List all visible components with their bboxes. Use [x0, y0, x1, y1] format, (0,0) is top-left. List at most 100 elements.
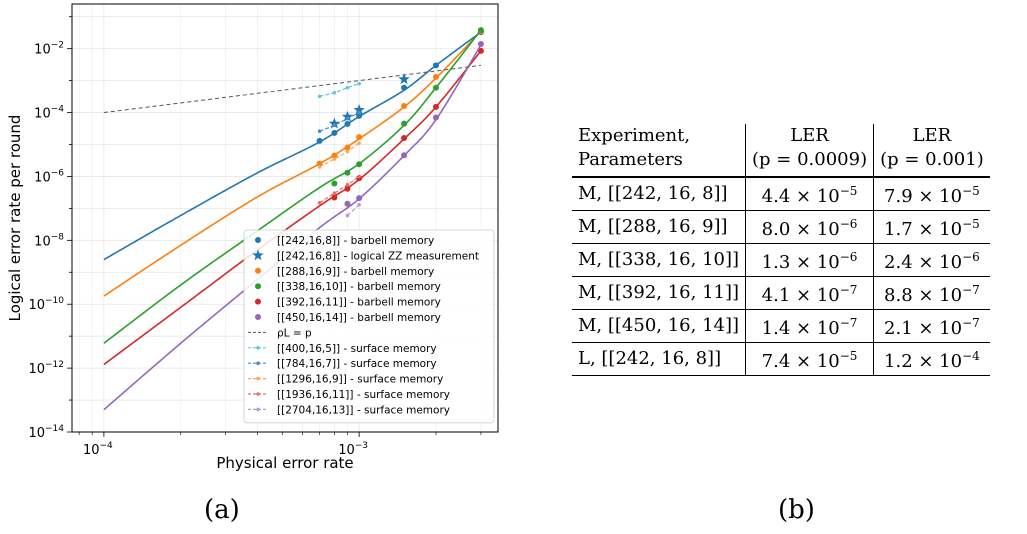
header-ler2-line2: (p = 0.001) — [880, 149, 984, 170]
series-line — [103, 44, 482, 411]
series-line — [103, 29, 482, 344]
reference-line — [103, 64, 481, 114]
data-point — [432, 114, 439, 121]
legend-swatch — [256, 361, 260, 366]
data-point — [356, 161, 363, 168]
data-point — [316, 137, 323, 144]
x-axis-label: Physical error rate — [216, 454, 353, 472]
data-point — [356, 112, 363, 119]
cell-experiment: M, [[242, 16, 8]] — [572, 176, 747, 211]
data-point — [401, 120, 408, 127]
data-point — [356, 195, 363, 202]
surface-point — [357, 141, 361, 145]
data-point — [432, 103, 439, 110]
cell-ler-p001: 8.8 × 10−7 — [873, 276, 990, 310]
data-point — [344, 200, 351, 207]
data-point — [331, 129, 338, 136]
surface-point — [345, 182, 350, 187]
series-line — [103, 50, 482, 366]
cell-ler-p0009: 8.0 × 10−6 — [745, 210, 875, 244]
cell-ler-p0009: 4.4 × 10−5 — [745, 176, 875, 211]
data-point — [432, 62, 439, 69]
surface-point — [332, 157, 337, 161]
series--l-p — [103, 64, 481, 114]
data-point — [316, 160, 323, 167]
data-point — [344, 144, 351, 151]
star-marker — [398, 73, 410, 85]
data-point — [432, 73, 439, 80]
surface-point — [317, 200, 322, 205]
surface-line — [347, 204, 360, 216]
series--1936-16-11-surface-memory — [317, 174, 361, 205]
data-point — [401, 152, 408, 159]
surface-point — [357, 174, 361, 179]
data-point — [432, 84, 439, 91]
header-ler1-line1: LER — [790, 125, 829, 146]
data-point — [331, 194, 338, 201]
cell-ler-p0009: 4.1 × 10−7 — [745, 276, 875, 310]
cell-experiment: L, [[242, 16, 8]] — [572, 342, 747, 376]
surface-point — [345, 85, 350, 90]
legend-label: ρL = p — [277, 327, 312, 339]
star-marker — [341, 110, 354, 122]
series-line — [103, 31, 482, 261]
series--784-16-7-surface-memory — [317, 110, 361, 134]
data-point — [401, 103, 408, 110]
legend-box — [243, 229, 495, 424]
header-experiment-line1: Experiment, — [578, 125, 691, 146]
series--288-16-9-barbell-memory — [103, 28, 484, 297]
series--338-16-10-barbell-memory — [103, 27, 484, 344]
tick-label-y: 10−4 — [34, 105, 64, 122]
tick-label-y: 10−8 — [34, 232, 64, 249]
cell-ler-p001: 7.9 × 10−5 — [873, 176, 990, 211]
surface-point — [332, 123, 337, 128]
legend-label: [[242,16,8]] - logical ZZ measurement — [277, 250, 479, 262]
data-point — [344, 169, 351, 176]
star-marker — [353, 104, 365, 115]
legend-swatch — [256, 392, 260, 396]
series--450-16-14-barbell-memory — [103, 40, 484, 411]
series--242-16-8-barbell-memory — [103, 29, 484, 261]
surface-line — [319, 83, 360, 97]
cell-ler-p001: 2.1 × 10−7 — [873, 309, 990, 343]
legend-label: [[450,16,14]] - barbell memory — [277, 312, 441, 324]
table-row: M, [[288, 16, 9]] 8.0 × 10−6 1.7 × 10−5 — [572, 210, 990, 244]
table-row: M, [[338, 16, 10]] 1.3 × 10−6 2.4 × 10−6 — [572, 243, 990, 277]
data-point — [331, 180, 338, 187]
header-ler2-line1: LER — [912, 125, 952, 146]
caption-a: (a) — [204, 495, 240, 525]
surface-point — [317, 94, 322, 99]
surface-point — [317, 129, 322, 134]
surface-point — [317, 165, 322, 169]
tick-label-x: 10−4 — [83, 441, 113, 458]
table-row: M, [[450, 16, 14]] 1.4 × 10−7 2.1 × 10−7 — [572, 309, 990, 343]
surface-point — [345, 149, 350, 154]
cell-experiment: M, [[288, 16, 9]] — [572, 210, 747, 244]
header-ler1-line2: (p = 0.0009) — [752, 149, 868, 170]
ler-table: Experiment, Parameters LER (p = 0.0009) … — [572, 124, 990, 376]
table-row: L, [[242, 16, 8]] 7.4 × 10−5 1.2 × 10−4 — [572, 342, 990, 376]
series--2704-16-13-surface-memory — [345, 202, 361, 218]
tick-label-y: 10−10 — [28, 296, 64, 313]
legend-label: [[1296,16,9]] - surface memory — [277, 374, 443, 386]
data-point — [477, 47, 484, 54]
surface-point — [357, 81, 361, 86]
cell-ler-p0009: 7.4 × 10−5 — [745, 342, 875, 376]
surface-point — [345, 116, 350, 121]
cell-ler-p001: 1.2 × 10−4 — [873, 342, 990, 376]
legend-label: [[400,16,5]] - surface memory — [277, 343, 437, 355]
surface-line — [319, 112, 360, 132]
series--392-16-11-barbell-memory — [103, 47, 484, 366]
legend-label: [[338,16,10]] - barbell memory — [277, 281, 441, 293]
data-point — [477, 40, 484, 47]
plot-frame — [71, 3, 499, 433]
star-marker — [328, 117, 341, 129]
legend-label: [[242,16,8]] - barbell memory — [277, 235, 434, 247]
cell-experiment: M, [[450, 16, 14]] — [572, 309, 747, 343]
series--1296-16-9-surface-memory — [317, 141, 361, 169]
data-point — [344, 185, 351, 192]
tick-label-y: 10−14 — [28, 424, 64, 441]
y-axis-label: Logical error rate per round — [6, 115, 24, 322]
legend-swatch — [255, 283, 261, 290]
